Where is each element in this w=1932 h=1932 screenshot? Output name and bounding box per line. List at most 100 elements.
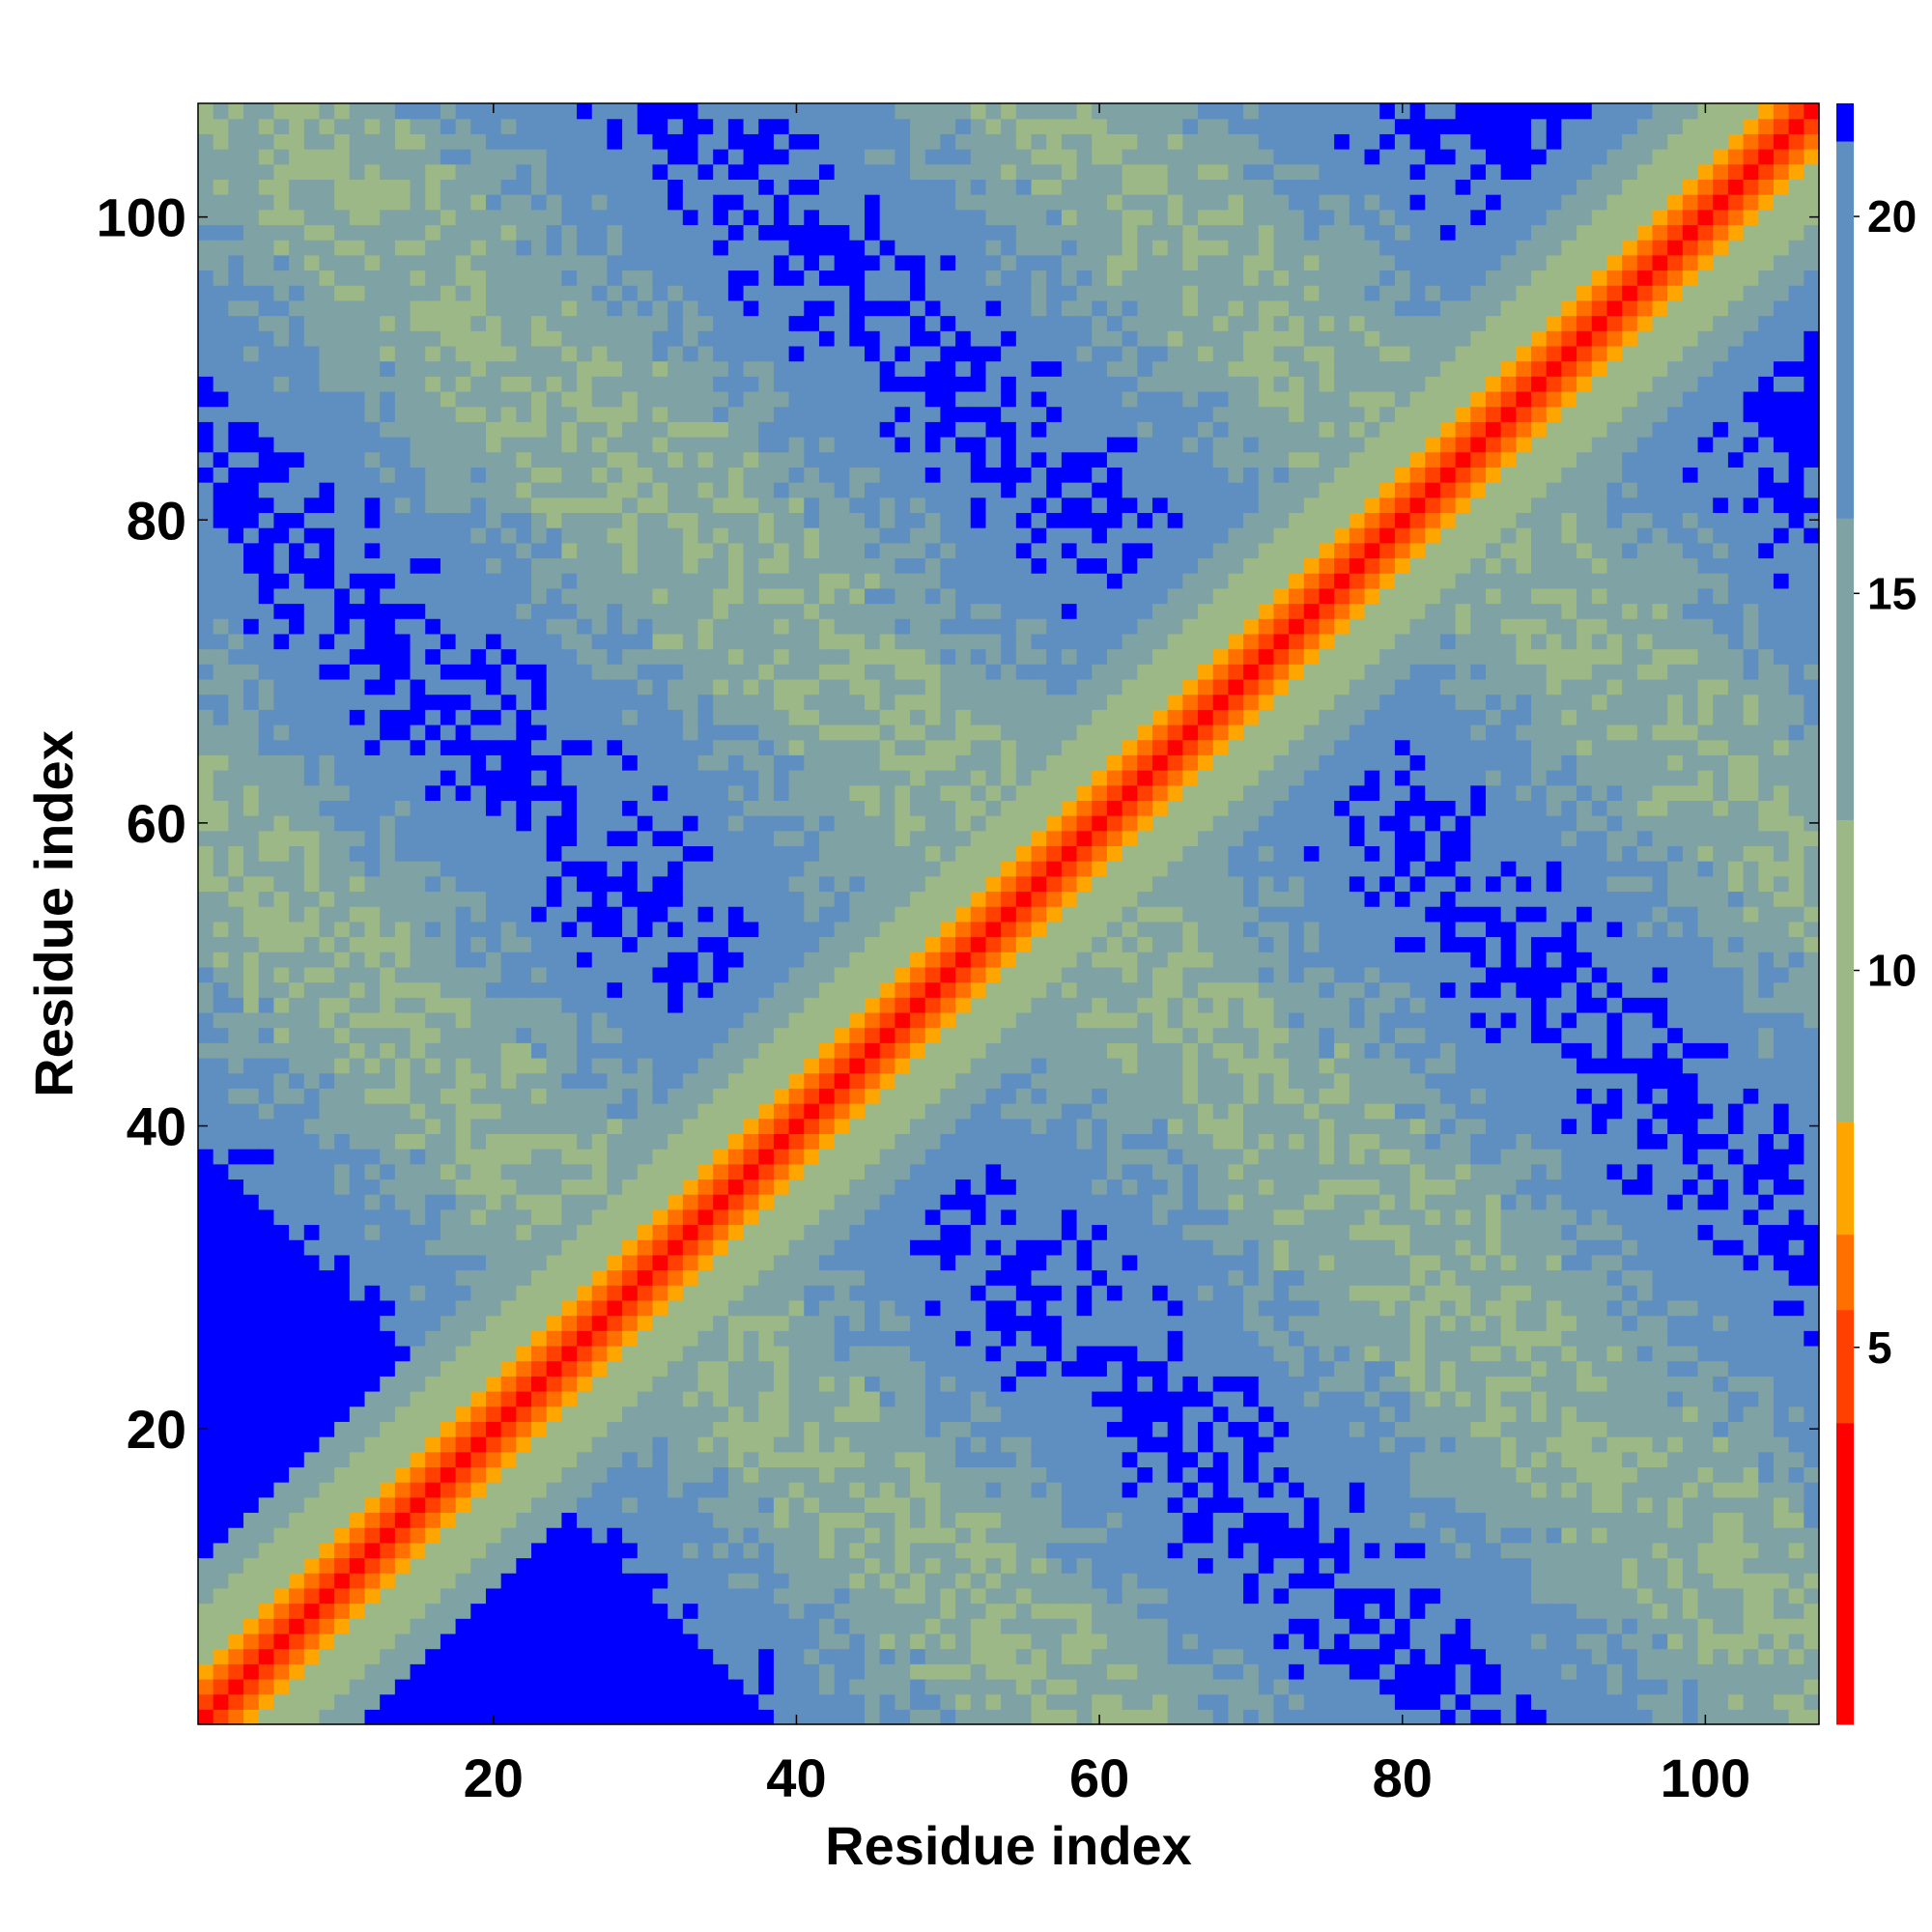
heatmap-cell [849,709,866,725]
heatmap-cell [394,1179,412,1195]
heatmap-cell [243,270,260,286]
heatmap-cell [546,952,562,968]
heatmap-cell [804,315,820,331]
heatmap-cell [773,906,790,923]
heatmap-cell [849,1163,866,1180]
heatmap-cell [682,921,699,938]
heatmap-cell [334,1527,351,1544]
heatmap-cell [834,330,850,347]
heatmap-cell [273,1057,290,1074]
heatmap-cell [394,1512,412,1528]
heatmap-cell [531,845,548,862]
heatmap-cell [577,1709,593,1725]
heatmap-cell [455,224,471,241]
heatmap-cell [258,360,275,377]
heatmap-cell [440,1133,457,1150]
heatmap-cell [879,194,895,211]
heatmap-cell [577,1285,593,1301]
heatmap-cell [834,1360,850,1377]
heatmap-cell [834,845,850,862]
heatmap-cell [470,1482,487,1498]
heatmap-cell [865,163,881,181]
heatmap-cell [349,1360,366,1377]
heatmap-cell [470,1527,487,1544]
heatmap-cell [485,694,502,710]
heatmap-cell [622,891,639,907]
heatmap-cell [289,1269,305,1286]
heatmap-cell [531,1011,548,1029]
heatmap-cell [607,1088,623,1104]
heatmap-cell [561,1315,578,1331]
heatmap-cell [773,103,790,120]
heatmap-cell [834,1208,850,1226]
heatmap-cell [727,149,745,165]
heatmap-cell [319,891,335,907]
heatmap-cell [425,1011,441,1029]
heatmap-cell [697,1436,714,1453]
heatmap-cell [879,406,895,422]
heatmap-cell [758,1709,775,1725]
heatmap-cell [455,360,471,377]
heatmap-cell [425,845,441,862]
heatmap-cell [652,921,668,938]
heatmap-cell [895,966,911,983]
heatmap-cell [531,1466,548,1483]
heatmap-cell [591,1406,609,1422]
heatmap-cell [727,966,745,983]
heatmap-cell [470,437,487,453]
heatmap-cell [818,1496,836,1514]
heatmap-cell [425,1451,441,1467]
heatmap-cell [440,1011,457,1029]
heatmap-cell [849,1345,866,1362]
heatmap-cell [682,163,699,181]
heatmap-cell [546,163,562,181]
heatmap-cell [455,633,471,650]
heatmap-cell [727,1269,745,1286]
heatmap-cell [273,966,290,983]
heatmap-cell [637,1011,654,1029]
heatmap-cell [213,240,229,256]
heatmap-cell [380,1466,396,1483]
heatmap-cell [788,1648,805,1664]
heatmap-cell [440,1224,457,1240]
heatmap-cell [273,573,290,589]
heatmap-cell [213,330,229,347]
heatmap-cell [834,1693,850,1710]
heatmap-cell [652,1512,668,1528]
heatmap-cell [470,103,487,120]
heatmap-cell [198,1072,214,1089]
heatmap-cell [394,360,412,377]
heatmap-cell [865,1042,881,1059]
heatmap-cell [546,1557,562,1574]
heatmap-cell [364,1072,381,1089]
heatmap-cell [500,891,517,907]
heatmap-cell [804,845,820,862]
heatmap-cell [743,103,759,120]
heatmap-cell [440,573,457,589]
heatmap-cell [394,1360,412,1377]
heatmap-cell [213,997,229,1013]
heatmap-cell [500,421,517,438]
heatmap-cell [849,103,866,120]
heatmap-cell [410,118,426,134]
heatmap-cell [440,557,457,574]
heatmap-cell [243,315,260,331]
heatmap-cell [319,1027,335,1043]
heatmap-cell [668,966,684,983]
heatmap-cell [561,451,578,468]
heatmap-cell [577,285,593,301]
heatmap-cell [546,240,562,256]
heatmap-cell [895,1072,911,1089]
heatmap-cell [622,330,639,347]
heatmap-cell [865,1512,881,1528]
heatmap-cell [607,390,623,408]
heatmap-cell [818,1118,836,1134]
heatmap-cell [289,360,305,377]
heatmap-cell [713,330,729,347]
heatmap-cell [334,437,351,453]
heatmap-cell [773,966,790,983]
heatmap-cell [425,1542,441,1559]
heatmap-cell [713,1496,729,1514]
heatmap-cell [637,633,654,650]
heatmap-cell [303,1345,321,1362]
